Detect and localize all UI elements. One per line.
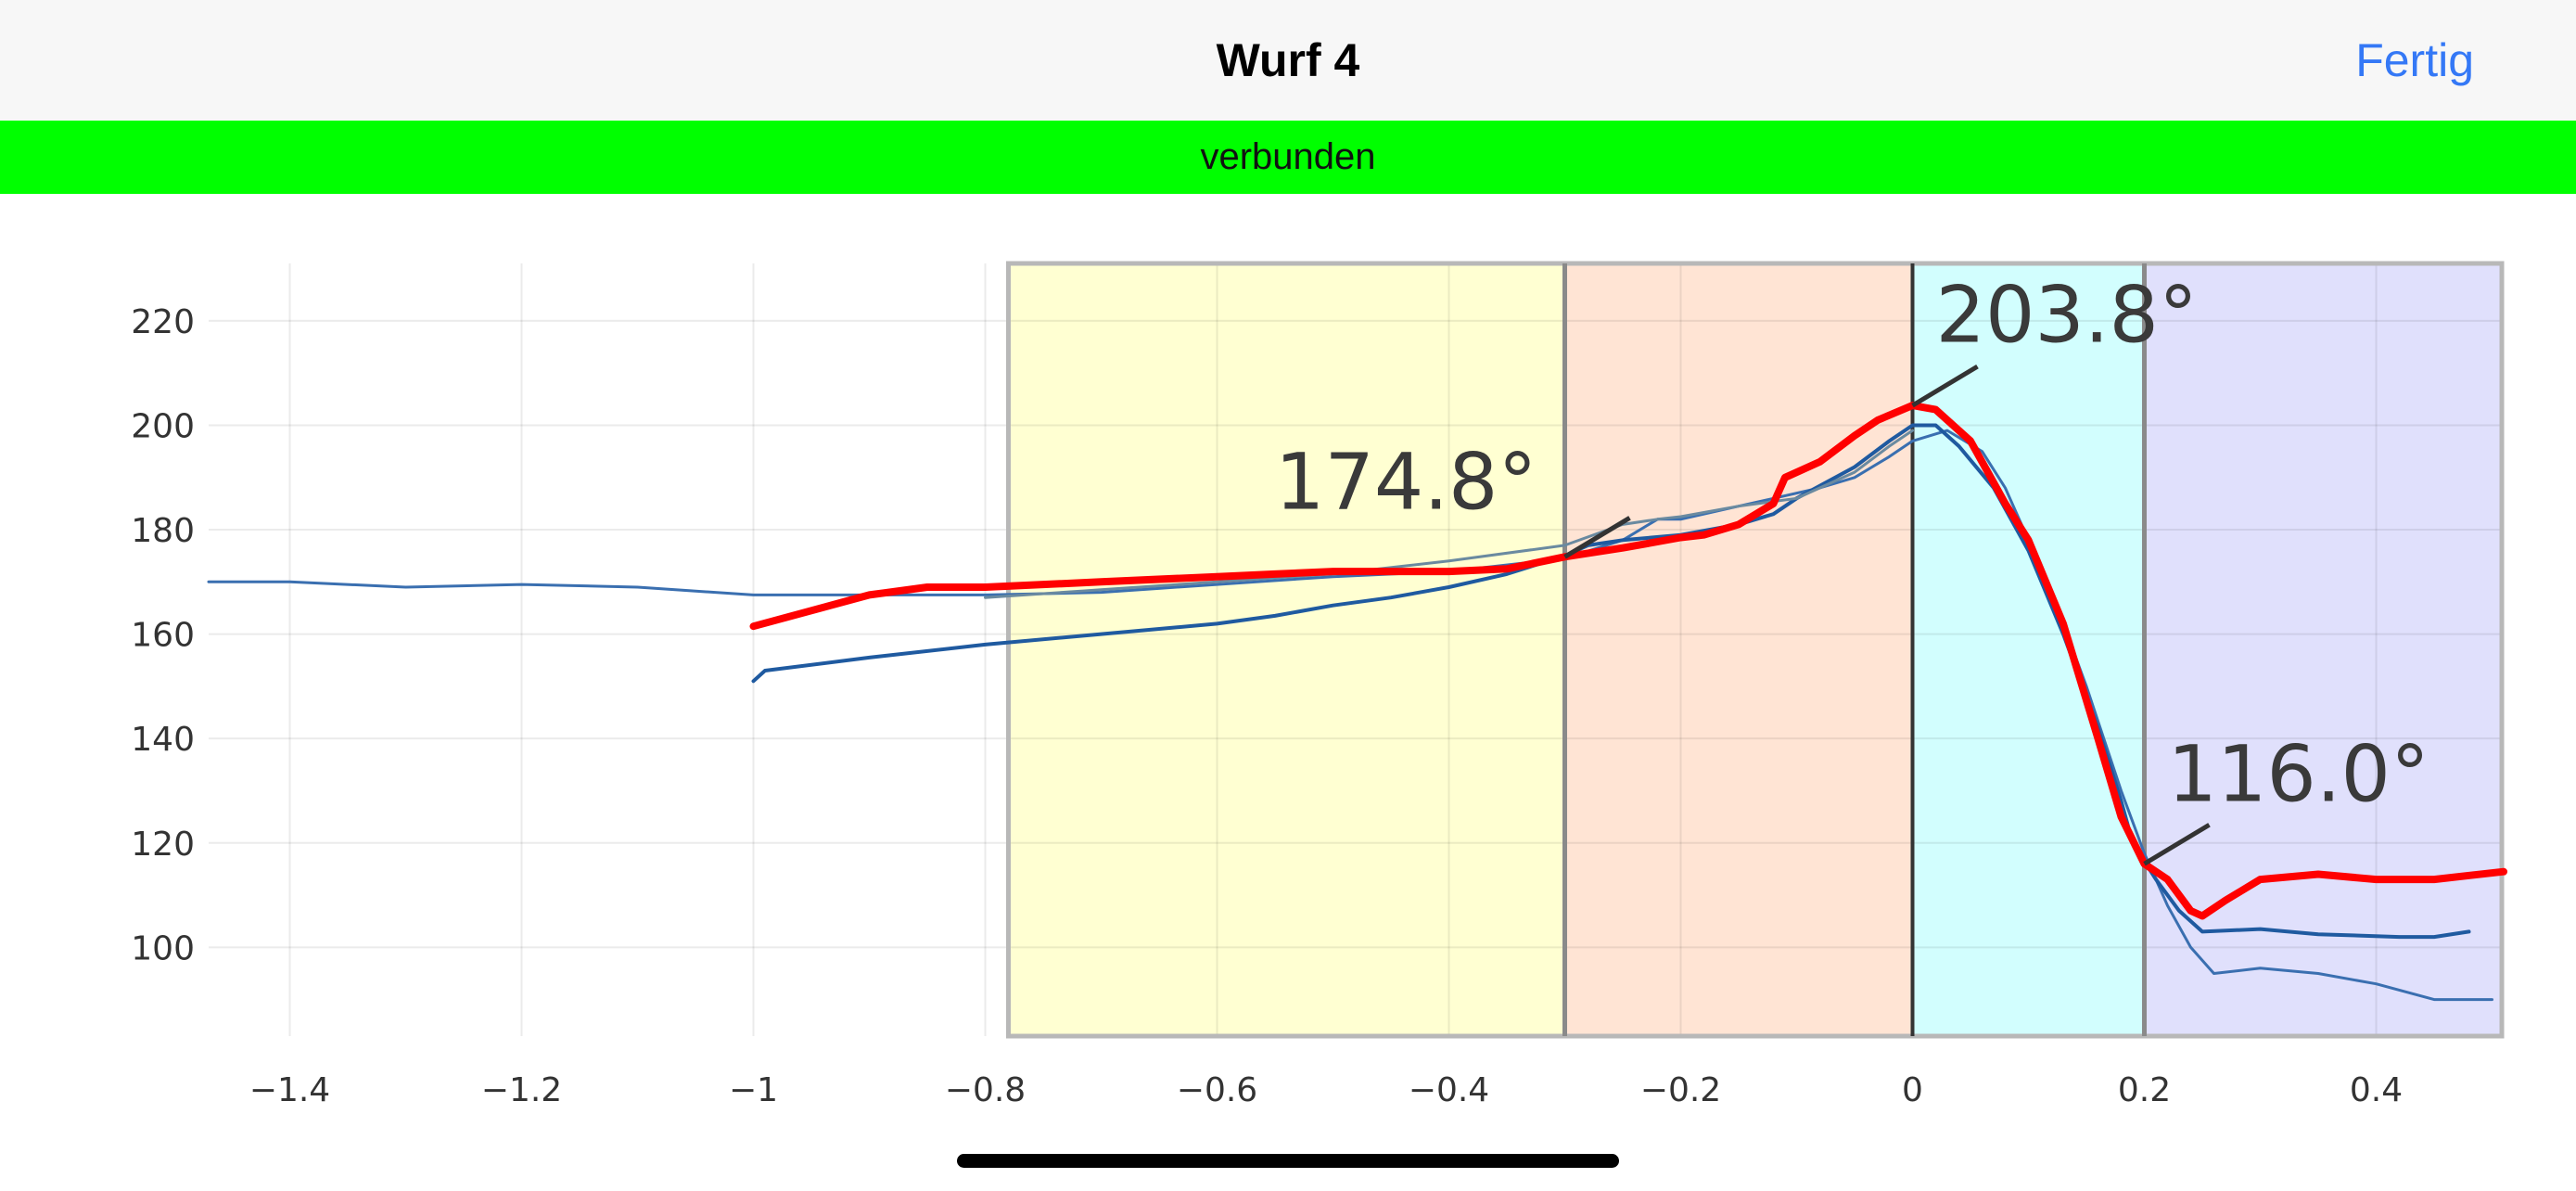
y-tick-label: 200 — [131, 407, 195, 445]
x-tick-label: −0.6 — [1177, 1071, 1257, 1109]
angle-chart: −1.4 −1.2 −1 −0.8 −0.6 −0.4 −0.2 0 0.2 0.4 100 120 1… — [131, 261, 2507, 1109]
x-tick-label: −0.8 — [945, 1071, 1026, 1109]
series-line-3 — [749, 402, 2507, 920]
y-tick-label: 120 — [131, 826, 195, 864]
connection-status-text: verbunden — [1200, 136, 1376, 177]
y-tick-label: 140 — [131, 721, 195, 759]
x-tick-label: 0.2 — [2118, 1071, 2171, 1109]
series-line-1 — [751, 423, 2471, 940]
phase-region-0 — [1008, 263, 1565, 1036]
y-tick-label: 100 — [131, 929, 195, 967]
connection-status-bar: verbunden — [0, 121, 2576, 194]
x-tick-label: 0 — [1902, 1071, 1923, 1109]
annotation-arrow-2 — [2143, 823, 2211, 866]
home-indicator[interactable] — [957, 1154, 1619, 1168]
page-title: Wurf 4 — [1216, 34, 1360, 86]
phase-region-3 — [2144, 263, 2504, 1036]
chart-area: −1.4 −1.2 −1 −0.8 −0.6 −0.4 −0.2 0 0.2 0.4 100 120 1… — [0, 194, 2576, 1191]
series-line-2 — [984, 429, 1914, 599]
navigation-bar: Wurf 4 Fertig — [0, 0, 2576, 121]
x-tick-label: −0.2 — [1640, 1071, 1721, 1109]
y-tick-label: 180 — [131, 512, 195, 550]
done-button[interactable]: Fertig — [2355, 34, 2474, 86]
annotation-label: 203.8° — [1936, 269, 2198, 360]
phase-region-2 — [1912, 263, 2145, 1036]
phase-frame — [1006, 261, 2505, 1039]
x-tick-label: −1.2 — [481, 1071, 562, 1109]
x-tick-label: −0.4 — [1409, 1071, 1489, 1109]
annotation-arrow-1 — [1911, 364, 1979, 408]
annotation-label: 174.8° — [1275, 437, 1537, 528]
x-tick-label: −1 — [729, 1071, 778, 1109]
y-tick-label: 220 — [131, 303, 195, 341]
annotation-label: 116.0° — [2168, 729, 2429, 820]
phase-region-1 — [1564, 263, 1913, 1036]
y-tick-label: 160 — [131, 617, 195, 655]
annotation-arrow-0 — [1563, 516, 1631, 559]
x-tick-label: −1.4 — [249, 1071, 330, 1109]
x-tick-label: 0.4 — [2350, 1071, 2403, 1109]
